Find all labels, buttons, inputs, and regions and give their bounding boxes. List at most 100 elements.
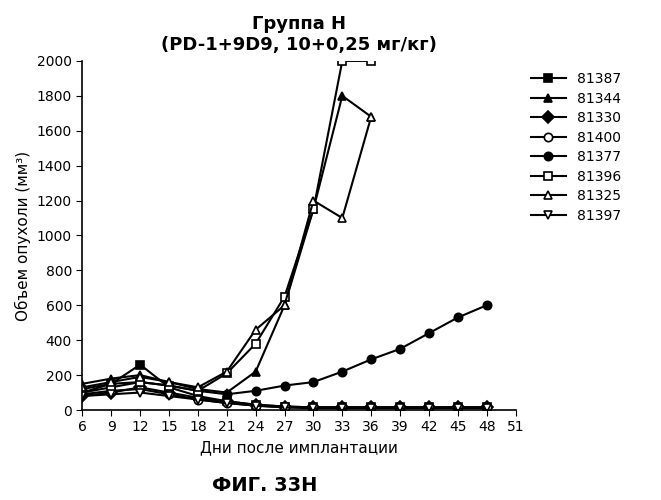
- 81325: [165, 379, 173, 385]
- 81377: [338, 368, 346, 374]
- Line: 81325: 81325: [78, 112, 375, 392]
- 81330: [194, 395, 202, 401]
- 81396: [338, 58, 346, 64]
- 81397: [368, 406, 375, 411]
- 81325: [107, 379, 115, 385]
- 81387: [425, 404, 433, 410]
- 81387: [309, 404, 317, 410]
- 81400: [136, 386, 144, 392]
- 81396: [79, 390, 87, 396]
- 81344: [368, 114, 375, 120]
- 81377: [136, 379, 144, 385]
- X-axis label: Дни после имплантации: Дни после имплантации: [200, 440, 398, 455]
- 81330: [223, 398, 231, 404]
- 81330: [165, 390, 173, 396]
- 81330: [425, 404, 433, 410]
- 81387: [280, 404, 288, 409]
- 81344: [223, 390, 231, 396]
- 81377: [454, 314, 462, 320]
- 81325: [338, 215, 346, 221]
- 81400: [194, 396, 202, 402]
- 81396: [280, 294, 288, 300]
- 81344: [107, 376, 115, 382]
- 81400: [483, 404, 490, 410]
- 81377: [194, 388, 202, 394]
- 81330: [368, 404, 375, 410]
- 81396: [252, 340, 260, 346]
- 81325: [136, 374, 144, 380]
- 81330: [483, 404, 490, 410]
- 81330: [252, 402, 260, 408]
- 81396: [309, 206, 317, 212]
- Y-axis label: Объем опухоли (мм³): Объем опухоли (мм³): [15, 150, 31, 320]
- 81330: [280, 404, 288, 409]
- 81400: [396, 404, 404, 410]
- 81400: [165, 392, 173, 398]
- Line: 81344: 81344: [78, 92, 375, 397]
- 81387: [79, 390, 87, 396]
- 81387: [136, 362, 144, 368]
- 81330: [309, 404, 317, 410]
- 81397: [79, 393, 87, 399]
- 81400: [454, 404, 462, 410]
- 81397: [425, 406, 433, 411]
- 81377: [79, 386, 87, 392]
- 81325: [368, 114, 375, 120]
- 81387: [165, 384, 173, 390]
- Line: 81397: 81397: [78, 388, 491, 412]
- 81325: [309, 198, 317, 203]
- 81400: [368, 404, 375, 410]
- 81377: [252, 388, 260, 394]
- 81396: [368, 58, 375, 64]
- 81400: [280, 404, 288, 410]
- 81377: [280, 382, 288, 388]
- 81397: [252, 402, 260, 408]
- 81387: [338, 404, 346, 410]
- 81387: [223, 398, 231, 404]
- 81396: [165, 382, 173, 388]
- Line: 81400: 81400: [78, 385, 491, 411]
- 81396: [223, 370, 231, 376]
- 81396: [194, 388, 202, 394]
- 81325: [223, 368, 231, 374]
- 81330: [79, 393, 87, 399]
- 81377: [396, 346, 404, 352]
- 81396: [107, 384, 115, 390]
- 81400: [252, 402, 260, 408]
- 81400: [107, 388, 115, 394]
- 81325: [252, 326, 260, 332]
- 81397: [165, 393, 173, 399]
- 81344: [79, 381, 87, 387]
- 81387: [396, 404, 404, 410]
- 81377: [425, 330, 433, 336]
- 81330: [136, 384, 144, 390]
- 81397: [107, 392, 115, 398]
- Line: 81330: 81330: [78, 383, 491, 412]
- 81397: [396, 406, 404, 411]
- 81377: [483, 302, 490, 308]
- 81400: [425, 404, 433, 410]
- 81325: [79, 384, 87, 390]
- 81325: [280, 302, 288, 308]
- 81377: [368, 356, 375, 362]
- 81400: [79, 392, 87, 398]
- 81330: [338, 404, 346, 410]
- 81330: [396, 404, 404, 410]
- 81387: [194, 393, 202, 399]
- 81400: [223, 400, 231, 406]
- Legend: 81387, 81344, 81330, 81400, 81377, 81396, 81325, 81397: 81387, 81344, 81330, 81400, 81377, 81396…: [527, 68, 625, 227]
- 81397: [223, 400, 231, 406]
- 81397: [309, 406, 317, 411]
- 81387: [483, 404, 490, 410]
- 81387: [107, 381, 115, 387]
- 81387: [252, 402, 260, 408]
- 81377: [223, 392, 231, 398]
- 81344: [252, 368, 260, 374]
- 81330: [107, 390, 115, 396]
- 81344: [136, 372, 144, 378]
- Line: 81387: 81387: [78, 360, 491, 412]
- 81344: [309, 206, 317, 212]
- 81377: [309, 379, 317, 385]
- Line: 81396: 81396: [78, 56, 375, 396]
- 81397: [483, 406, 490, 411]
